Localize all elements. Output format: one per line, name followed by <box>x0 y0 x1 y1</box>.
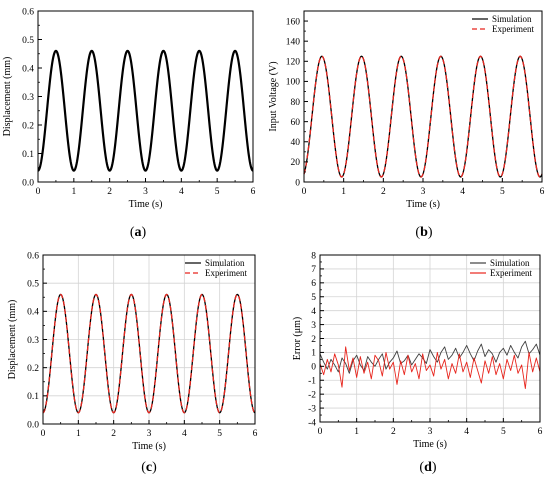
legend-label-experiment: Experiment <box>205 268 247 278</box>
x-tick-label: 5 <box>500 187 505 197</box>
y-tick-label: 3 <box>311 321 316 331</box>
y-tick-label: 100 <box>286 78 301 88</box>
series-line-experiment <box>319 346 541 390</box>
x-tick-label: 2 <box>107 187 112 197</box>
y-tick-label: 0.3 <box>27 336 39 346</box>
x-axis-label: Time (s) <box>129 199 163 210</box>
chart-a: 0 1 2 3 4 5 6 0.0 0.1 0.2 0.3 0.4 0.5 0.6 Time (s) Disp… <box>2 7 256 240</box>
x-tick-label: 0 <box>302 187 307 197</box>
y-tick-label: -4 <box>308 418 316 428</box>
x-tick-label: 3 <box>428 427 433 437</box>
x-tick-label: 4 <box>182 429 187 439</box>
y-tick-label: 8 <box>311 251 316 261</box>
series-line-experiment <box>42 293 256 414</box>
y-tick-label: 0 <box>295 178 300 188</box>
y-axis-label: Displacement (mm) <box>2 57 13 137</box>
y-tick-label: 2 <box>311 335 316 345</box>
y-tick-label: 120 <box>286 58 301 68</box>
series-line-simulation <box>319 340 541 374</box>
y-tick-label: 0.1 <box>27 392 39 402</box>
x-tick-label: 2 <box>381 187 386 197</box>
x-tick-label: 5 <box>501 427 506 437</box>
y-tick-label: 40 <box>291 138 301 148</box>
y-tick-label: 20 <box>291 158 301 168</box>
x-tick-label: 2 <box>111 429 116 439</box>
y-tick-label: 0.3 <box>22 93 34 103</box>
y-tick-label: 0.6 <box>27 251 39 261</box>
legend-label-simulation: Simulation <box>492 14 532 24</box>
y-tick-label: 0.5 <box>27 279 39 289</box>
y-tick-label: 4 <box>311 307 316 317</box>
chart-d: 0 1 2 3 4 5 6 -4 -3 -2 -1 0 1 2 3 4 5 6 7 8 Time (s) Error (μ… <box>292 251 543 475</box>
y-axis-label: Error (μm) <box>292 317 303 360</box>
x-axis-label: Time (s) <box>132 441 166 452</box>
chart-c: 0 1 2 3 4 5 6 0.0 0.1 0.2 0.3 0.4 0.5 0.6 Time (s) Disp… <box>7 251 258 475</box>
y-tick-label: 0.1 <box>22 150 34 160</box>
y-tick-label: 0.4 <box>27 308 39 318</box>
x-tick-label: 4 <box>179 187 184 197</box>
x-tick-label: 1 <box>341 187 346 197</box>
y-tick-label: 140 <box>286 37 301 47</box>
y-tick-label: 0.5 <box>22 36 34 46</box>
x-tick-label: 1 <box>71 187 76 197</box>
legend-label-simulation: Simulation <box>205 258 245 268</box>
y-tick-label: 0.4 <box>22 64 34 74</box>
y-tick-label: -3 <box>308 404 316 414</box>
x-tick-label: 1 <box>76 429 81 439</box>
x-tick-label: 6 <box>540 187 545 197</box>
y-tick-label: 0.2 <box>27 364 39 374</box>
x-tick-label: 4 <box>464 427 469 437</box>
y-axis-label: Input Voltage (V) <box>268 61 279 131</box>
x-tick-label: 3 <box>421 187 426 197</box>
y-tick-label: -2 <box>308 390 316 400</box>
legend-label-experiment: Experiment <box>490 268 532 278</box>
series-line-experiment <box>303 55 543 178</box>
x-tick-label: 4 <box>460 187 465 197</box>
figure-caption: (a) <box>130 225 147 240</box>
y-tick-label: 0.0 <box>27 420 39 430</box>
y-tick-label: 0.2 <box>22 121 34 131</box>
figure-caption: (c) <box>141 460 157 475</box>
y-tick-label: 0.0 <box>22 178 34 188</box>
y-tick-label: -1 <box>308 377 316 387</box>
y-tick-label: 6 <box>311 279 316 289</box>
x-axis-label: Time (s) <box>413 439 447 450</box>
x-tick-label: 2 <box>391 427 396 437</box>
legend-label-simulation: Simulation <box>490 258 530 268</box>
x-tick-label: 1 <box>354 427 359 437</box>
x-tick-label: 3 <box>143 187 148 197</box>
y-tick-label: 160 <box>286 17 301 27</box>
y-tick-label: 0 <box>311 363 316 373</box>
y-tick-label: 80 <box>291 98 301 108</box>
y-tick-label: 1 <box>311 349 316 359</box>
x-tick-label: 6 <box>538 427 543 437</box>
figure-caption: (b) <box>415 225 432 240</box>
y-axis-label: Displacement (mm) <box>7 300 18 380</box>
x-tick-label: 5 <box>217 429 222 439</box>
x-tick-label: 6 <box>251 187 256 197</box>
series-line-simulation <box>303 55 543 178</box>
series-line-displacement <box>37 49 254 172</box>
x-tick-label: 3 <box>147 429 152 439</box>
x-tick-label: 6 <box>253 429 258 439</box>
y-tick-label: 60 <box>291 118 301 128</box>
x-axis-label: Time (s) <box>406 199 440 210</box>
x-tick-label: 0 <box>36 187 41 197</box>
x-tick-label: 0 <box>318 427 323 437</box>
y-tick-label: 5 <box>311 293 316 303</box>
y-tick-label: 0.6 <box>22 7 34 17</box>
x-tick-label: 5 <box>215 187 220 197</box>
legend-label-experiment: Experiment <box>492 24 534 34</box>
figure-caption: (d) <box>419 460 436 475</box>
y-tick-label: 7 <box>311 265 316 275</box>
x-tick-label: 0 <box>41 429 46 439</box>
